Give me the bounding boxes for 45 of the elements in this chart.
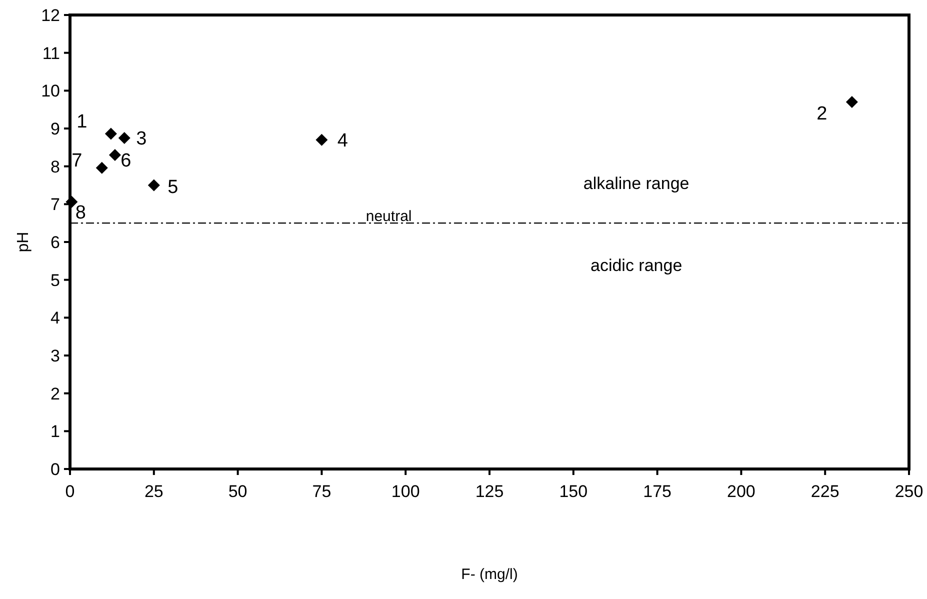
annotation: 6	[120, 150, 132, 172]
y-tick-label: 11	[42, 44, 60, 63]
point	[846, 96, 858, 108]
y-tick-label: 0	[50, 460, 60, 479]
x-tick-label: 150	[559, 482, 588, 501]
annotation: 8	[75, 202, 86, 224]
annotation: 5	[168, 176, 178, 198]
x-tick-label: 175	[643, 482, 672, 501]
x-tick-label: 0	[65, 482, 75, 501]
x-tick-label: 225	[810, 482, 840, 501]
y-tick-label: 5	[50, 270, 60, 290]
y-tick-label: 10	[41, 82, 60, 101]
annotation: 1	[76, 111, 88, 132]
annotation: acidic range	[590, 256, 682, 276]
annotation: 4	[337, 130, 348, 152]
point	[104, 128, 117, 140]
y-tick-label: 8	[50, 157, 60, 176]
annotation: alkaline range	[583, 174, 690, 194]
x-tick-label: 250	[894, 482, 924, 501]
x-tick-label: 50	[228, 482, 248, 501]
y-tick-label: 12	[41, 6, 60, 25]
point	[96, 162, 108, 174]
y-tick-label: 4	[50, 308, 60, 328]
x-tick-label: 200	[727, 482, 756, 501]
x-axis-title: F- (mg/l)	[461, 566, 518, 583]
point	[148, 179, 160, 192]
y-tick-label: 1	[50, 422, 60, 442]
y-tick-label: 6	[50, 232, 60, 252]
x-tick-label: 125	[475, 482, 504, 501]
y-tick-label: 9	[50, 119, 60, 138]
point	[316, 134, 328, 146]
annotation: 3	[136, 128, 147, 150]
y-tick-label: 2	[50, 384, 60, 404]
x-tick-label: 25	[144, 482, 164, 501]
point	[66, 196, 78, 208]
annotation: 2	[816, 104, 828, 125]
y-axis-title: pH	[15, 232, 32, 252]
point	[118, 132, 130, 144]
annotation: 7	[72, 150, 82, 172]
point	[108, 148, 121, 161]
x-tick-label: 75	[312, 482, 332, 501]
y-tick-label: 7	[50, 195, 60, 214]
ref-line-label: neutral	[366, 208, 412, 226]
x-tick-label: 100	[391, 482, 420, 501]
y-tick-label: 3	[50, 346, 60, 366]
